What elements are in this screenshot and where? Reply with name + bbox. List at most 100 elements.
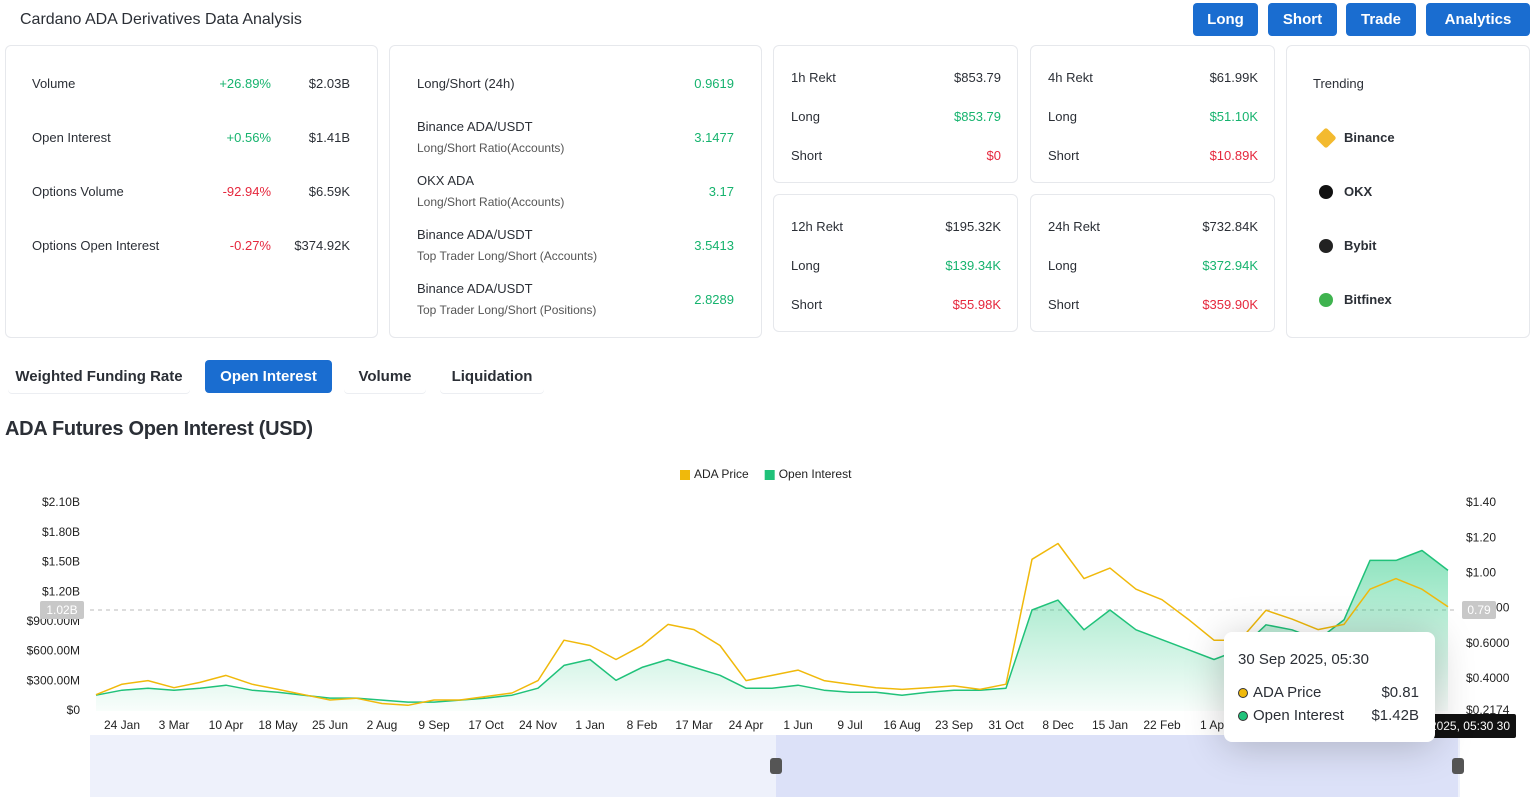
legend-label: ADA Price [694,467,749,481]
x-tick-label: 1 Jan [575,718,604,732]
y2-tick-label: $1.20 [1466,530,1496,544]
x-tick-label: 3 Mar [159,718,190,732]
header-button[interactable]: Short [1268,3,1337,36]
crosshair-y2-label: 0.79 [1462,601,1496,619]
x-tick-label: 17 Oct [468,718,504,732]
ratio-sublabel: Top Trader Long/Short (Positions) [417,303,597,317]
tooltip-value: $0.81 [1381,684,1419,701]
tooltip-name: ADA Price [1253,684,1322,701]
ratio-label: Binance ADA/USDT [417,227,533,242]
rekt-label: Long [791,258,820,273]
exchange-name[interactable]: OKX [1344,184,1373,199]
legend-swatch [680,470,690,480]
ratio-value: 3.5413 [694,238,734,253]
exchange-name[interactable]: Bitfinex [1344,292,1392,307]
x-tick-label: 25 Jun [312,718,348,732]
tab[interactable]: Liquidation [440,360,544,393]
x-tick-label: 23 Sep [935,718,973,732]
tab[interactable]: Volume [344,360,426,393]
x-tick-label: 8 Feb [627,718,658,732]
x-tick-label: 18 May [258,718,297,732]
rekt-label: 12h Rekt [791,219,844,234]
chart-title: ADA Futures Open Interest (USD) [5,418,313,440]
rekt-value: $732.84K [1202,219,1258,234]
tab[interactable]: Open Interest [205,360,332,393]
stat-change: -92.94% [222,184,271,199]
summary-card [5,45,378,338]
tooltip-bullet [1238,688,1248,698]
x-tick-label: 2 Aug [367,718,398,732]
exchange-name[interactable]: Bybit [1344,238,1377,253]
rekt-label: 24h Rekt [1048,219,1101,234]
ratio-value: 3.1477 [694,130,734,145]
y-tick-label: $0 [67,703,81,717]
rekt-card [773,45,1018,183]
crosshair-x-label: 30 Sep 2025, 05:30 [1432,714,1516,738]
x-tick-label: 24 Jan [104,718,140,732]
x-tick-label: 24 Nov [519,718,557,732]
x-tick-label: 24 Apr [729,718,764,732]
navigator-handle[interactable] [770,758,782,774]
rekt-label: Long [791,109,820,124]
rekt-value: $51.10K [1209,109,1258,124]
tooltip-bullet [1238,711,1248,721]
legend-label: Open Interest [779,467,852,481]
exchange-name[interactable]: Binance [1344,130,1395,145]
x-tick-label: 9 Sep [418,718,450,732]
header-button[interactable]: Trade [1346,3,1416,36]
y-tick-label: $1.80B [42,525,80,539]
area [96,550,1448,711]
line [95,542,1449,707]
rekt-value: $61.99K [1209,70,1258,85]
stat-label: Volume [32,76,76,91]
rekt-value: $139.34K [945,258,1001,273]
stat-change: +26.89% [219,76,271,91]
x-tick-label: 22 Feb [1143,718,1181,732]
tooltip-title: 30 Sep 2025, 05:30 [1238,651,1369,668]
x-tick-label: 1 Jun [783,718,812,732]
y-tick-label: $1.20B [42,584,80,598]
rekt-label: Short [1048,148,1080,163]
navigator-selection[interactable] [776,735,1458,797]
rekt-label: Long [1048,109,1077,124]
rekt-label: Long [1048,258,1077,273]
rekt-card [1030,45,1275,183]
y2-tick-label: $1.40 [1466,495,1496,509]
x-tick-label: 17 Mar [675,718,712,732]
ratio-label: Binance ADA/USDT [417,119,533,134]
rekt-value: $853.79 [954,70,1001,85]
navigator-handle[interactable] [1452,758,1464,774]
header-button[interactable]: Long [1193,3,1258,36]
stat-value: $6.59K [308,184,350,199]
y-tick-label: $1.50B [42,555,80,569]
stat-value: $374.92K [294,238,350,253]
y2-tick-label: $0.6000 [1466,636,1510,650]
y2-tick-label: $0.2174 [1466,703,1510,717]
x-tick-label: 8 Dec [1042,718,1073,732]
x-tick-label: 1 Apr [1200,718,1228,732]
stat-change: -0.27% [229,238,271,253]
stat-value: $1.41B [308,130,350,145]
rekt-value: $10.89K [1209,148,1258,163]
tooltip-name: Open Interest [1253,707,1344,724]
long-short-card [389,45,762,338]
x-tick-label: 9 Jul [837,718,862,732]
tooltip-value: $1.42B [1371,707,1419,724]
tooltip [1224,632,1435,742]
trending-title: Trending [1313,76,1364,91]
y-tick-label: $600.00M [27,644,80,658]
x-tick-label: 10 Apr [209,718,244,732]
exchange-icon [1319,185,1333,199]
header-button[interactable]: Analytics [1426,3,1530,36]
crosshair-y-label: 1.02B [40,601,84,619]
stat-value: $2.03B [308,76,350,91]
rekt-value: $195.32K [945,219,1001,234]
legend-swatch [764,470,775,480]
stat-change: +0.56% [226,130,271,145]
ratio-sublabel: Long/Short Ratio(Accounts) [417,141,565,155]
tab[interactable]: Weighted Funding Rate [8,360,190,393]
rekt-value: $853.79 [954,109,1001,124]
ratio-sublabel: Top Trader Long/Short (Accounts) [417,249,598,263]
